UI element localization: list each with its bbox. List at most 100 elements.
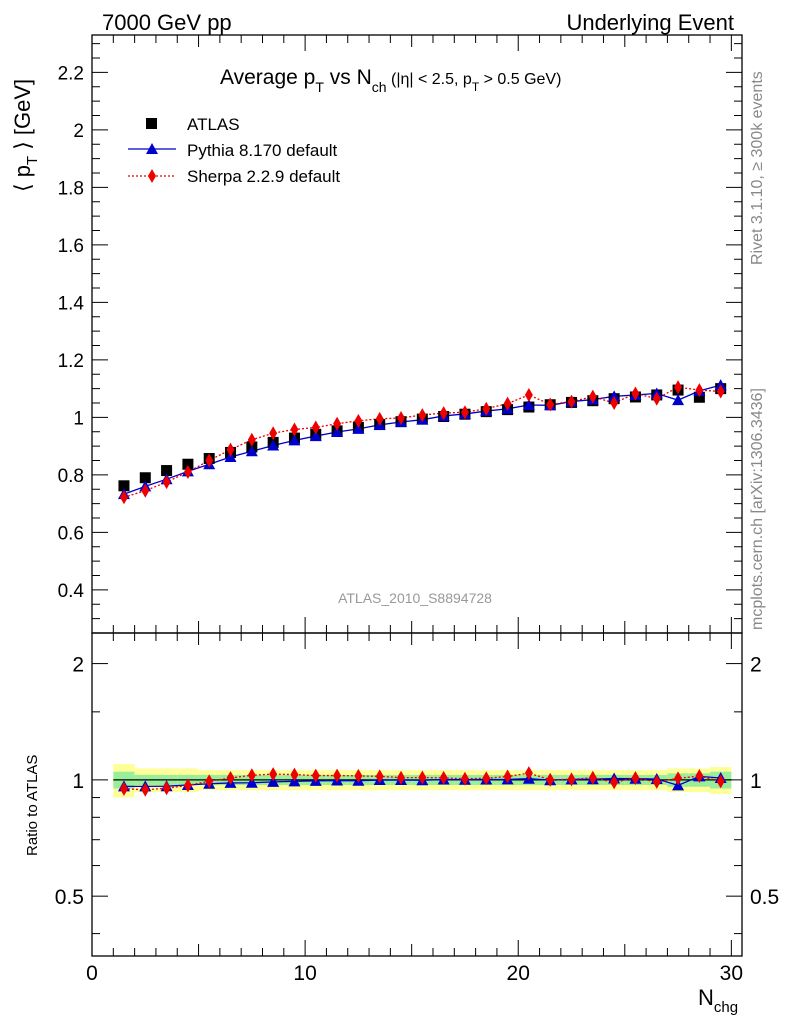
xlabel-a: N [698,985,714,1010]
sherpa-point [119,490,128,505]
pythia-point [352,422,365,434]
sherpa-point [354,413,363,428]
sherpa-point [333,416,342,431]
sherpa-point [205,453,214,468]
ratio-sherpa-point [482,771,491,786]
ratio-sherpa-point [439,770,448,785]
ratio-sherpa-point [333,768,342,783]
sherpa-point [269,426,278,441]
title-main-b: vs N [324,66,372,89]
ratio-ytick-label: 2 [72,654,84,677]
ratio-sherpa-point [524,766,533,781]
ratio-sherpa-point [546,772,555,787]
pythia-point [309,430,322,442]
sherpa-point [290,422,299,437]
top-ytick-label: 1 [73,408,84,429]
sherpa-point [546,397,555,412]
sherpa-point [418,408,427,423]
sherpa-point [397,410,406,425]
ratio-sherpa-point [567,772,576,787]
sherpa-point [439,406,448,421]
ratio-sherpa-point [652,774,661,789]
sherpa-point [588,389,597,404]
legend-pythia-label: Pythia 8.170 default [187,141,338,160]
sherpa-point [247,432,256,447]
pythia-point [672,394,685,406]
top-ytick-label: 0.8 [58,466,84,487]
atlas-point [161,465,173,477]
ratio-sherpa-point [269,767,278,782]
sherpa-point [226,442,235,457]
top-ytick-label: 2.2 [58,63,84,84]
sherpa-point [567,394,576,409]
ratio-sherpa-line [123,772,721,791]
sherpa-point [503,396,512,411]
title-main-b-sub: ch [372,79,387,95]
ratio-sherpa-point [716,774,725,789]
sherpa-point [311,420,320,435]
ratio-sherpa-point [141,782,150,797]
legend-atlas-marker [146,118,157,129]
xtick-label: 30 [720,962,743,985]
title-main-a: Average p [220,66,315,89]
ratio-sherpa-point [226,771,235,786]
legend: ATLAS Pythia 8.170 default Sherpa 2.2.9 … [128,115,340,186]
header-right: Underlying Event [566,10,734,35]
ratio-ytick-label-right: 1 [750,770,762,793]
header-left: 7000 GeV pp [102,10,232,35]
ratio-sherpa-point [162,781,171,796]
ratio-sherpa-point [375,769,384,784]
ratio-sherpa-point [588,770,597,785]
atlas-point [118,480,130,492]
ratio-sherpa-point [631,771,640,786]
mcplots-label: mcplots.cern.ch [arXiv:1306.3436] [749,388,766,630]
ratio-sherpa-point [503,769,512,784]
ratio-ytick-label: 1 [72,770,84,793]
pythia-point [522,399,535,411]
title-cut-a: (|η| < 2.5, p [387,71,472,88]
pythia-point [608,390,621,402]
sherpa-point [524,387,533,402]
sherpa-point [482,401,491,416]
ratio-sherpa-point [610,775,619,790]
ratio-sherpa-point [247,768,256,783]
xlabel-sub: chg [714,999,738,1016]
sherpa-line [123,386,721,498]
ratio-sherpa-point [119,781,128,796]
ratio-sherpa-point [397,770,406,785]
ratio-sherpa-point [460,771,469,786]
sherpa-point [695,383,704,398]
legend-atlas-label: ATLAS [187,115,240,134]
legend-pythia-marker [146,143,158,154]
ratio-ylabel: Ratio to ATLAS [24,755,41,856]
sherpa-point [610,396,619,410]
top-plot-area: 0.4 0.6 0.8 1 1.2 1.4 1.6 1.8 2 2.2 [58,35,742,633]
ratio-panel-frame [91,632,743,957]
pythia-point [245,445,258,457]
top-ytick-label: 1.4 [58,293,85,314]
top-ytick-label: 1.8 [58,178,84,199]
sherpa-point [375,411,384,426]
sherpa-point [674,380,683,395]
title-cut-b: > 0.5 GeV) [479,71,561,88]
sherpa-point [141,483,150,498]
pythia-point [267,439,280,451]
ratio-ytick-label-right: 2 [750,654,762,677]
xtick-label: 0 [86,962,98,985]
ratio-sherpa-point [695,769,704,784]
xlabel: Nchg [698,985,738,1016]
sherpa-point [631,386,640,401]
ratio-pythia-point [245,776,258,788]
top-ytick-label: 2 [73,121,84,142]
ratio-sherpa-point [418,770,427,785]
top-ylabel-sub: T [24,156,41,165]
atlas-point [139,472,151,484]
rivet-label: Rivet 3.1.10, ≥ 300k events [749,71,766,265]
legend-sherpa-label: Sherpa 2.2.9 default [187,167,340,186]
sherpa-point [183,465,192,479]
sherpa-point [460,405,469,420]
ratio-ytick-label: 0.5 [55,886,84,909]
ratio-sherpa-point [311,768,320,783]
ratio-sherpa-point [205,774,214,789]
